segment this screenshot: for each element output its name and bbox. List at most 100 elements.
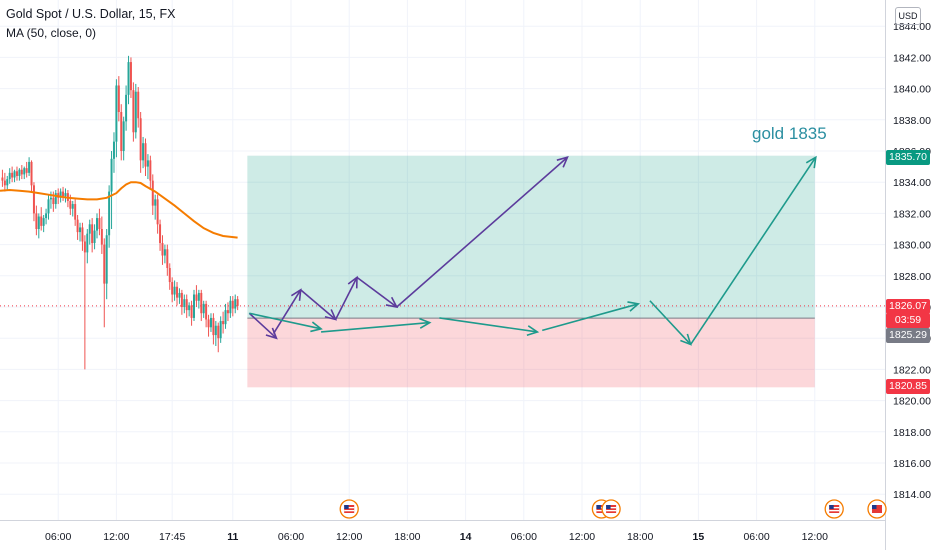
candle-body bbox=[103, 244, 106, 284]
time-tick-label: 17:45 bbox=[159, 531, 185, 543]
candle-body bbox=[115, 85, 118, 142]
flag-stripes bbox=[596, 505, 607, 513]
purple-arrow bbox=[396, 156, 568, 308]
flag-white-stripe bbox=[829, 510, 840, 512]
price-tick-label: 1814.00 bbox=[893, 489, 931, 501]
price-tick-label: 1838.00 bbox=[893, 115, 931, 127]
flag-white-stripe bbox=[344, 510, 355, 512]
candle-body bbox=[234, 299, 237, 309]
flag-stripes bbox=[829, 505, 840, 513]
candle-body bbox=[42, 218, 45, 226]
candle-body bbox=[144, 143, 147, 167]
flag-canton bbox=[596, 505, 601, 509]
stop-price-tag: 1820.85 bbox=[886, 379, 930, 394]
candle-body bbox=[183, 299, 186, 307]
price-axis-bg bbox=[885, 0, 932, 550]
position-zones bbox=[247, 155, 815, 388]
flag-stripes bbox=[872, 505, 882, 513]
candle-body bbox=[193, 294, 195, 318]
candle-body bbox=[139, 118, 142, 161]
candle-body bbox=[54, 193, 57, 205]
teal-arrow bbox=[542, 303, 639, 332]
candle-body bbox=[91, 224, 94, 244]
purple-arrow bbox=[334, 276, 358, 320]
price-tick-label: 1830.00 bbox=[893, 240, 931, 252]
candle-body bbox=[81, 227, 84, 242]
candle-body bbox=[35, 213, 38, 229]
price-tick-label: 1818.00 bbox=[893, 427, 931, 439]
candle-body bbox=[171, 282, 174, 295]
time-tick-label: 15 bbox=[693, 531, 705, 543]
currency-button[interactable]: USD bbox=[895, 7, 921, 25]
symbol-title: Gold Spot / U.S. Dollar, 15, FX bbox=[6, 7, 176, 21]
candle-body bbox=[219, 321, 222, 339]
flag-stripes bbox=[606, 505, 617, 513]
time-tick-label: 06:00 bbox=[278, 531, 304, 543]
teal-arrow-head bbox=[526, 325, 540, 337]
candle-body bbox=[129, 62, 132, 91]
candle-body bbox=[207, 319, 210, 328]
candle-body bbox=[28, 161, 31, 173]
flag-canton bbox=[606, 505, 611, 509]
candle-body bbox=[3, 180, 6, 186]
indicator-legend[interactable]: MA (50, close, 0) bbox=[6, 26, 97, 40]
grid bbox=[0, 0, 885, 520]
candle-body bbox=[74, 204, 77, 220]
teal-arrow bbox=[249, 312, 322, 330]
time-tick-label: 12:00 bbox=[336, 531, 362, 543]
purple-arrow bbox=[248, 312, 277, 339]
candle-body bbox=[93, 230, 96, 244]
candle-body bbox=[32, 185, 35, 214]
candle-body bbox=[117, 85, 120, 112]
purple-arrow bbox=[272, 289, 302, 334]
price-tick-label: 1822.00 bbox=[893, 364, 931, 376]
us-flag-icon bbox=[867, 499, 887, 519]
candles bbox=[1, 55, 239, 370]
candle-body bbox=[15, 171, 18, 176]
candle-body bbox=[8, 172, 11, 180]
current-price-tag: 1826.07 bbox=[886, 299, 930, 314]
entry-price-tag: 1825.29 bbox=[886, 328, 930, 343]
price-tick-label: 1816.00 bbox=[893, 458, 931, 470]
candle-body bbox=[40, 216, 43, 226]
purple-arrow-head bbox=[556, 156, 569, 168]
teal-arrow bbox=[439, 317, 538, 333]
candle-body bbox=[105, 235, 108, 284]
teal-arrow-head bbox=[805, 155, 817, 169]
candle-body bbox=[122, 121, 125, 151]
purple-arrow bbox=[300, 289, 337, 321]
drawn-arrows bbox=[248, 155, 817, 346]
candle-body bbox=[64, 193, 67, 197]
candle-body bbox=[79, 227, 82, 233]
candle-body bbox=[202, 303, 205, 314]
candle-body bbox=[229, 300, 232, 314]
candle-body bbox=[185, 299, 188, 311]
candle-body bbox=[49, 197, 52, 200]
candle-body bbox=[226, 310, 229, 314]
candle-body bbox=[159, 224, 162, 244]
candle-body bbox=[108, 191, 111, 236]
candle-body bbox=[180, 292, 183, 307]
price-tick-label: 1840.00 bbox=[893, 84, 931, 96]
candle-body bbox=[20, 169, 23, 175]
candle-body bbox=[71, 204, 74, 209]
candle-body bbox=[209, 317, 212, 328]
candle-body bbox=[25, 168, 28, 173]
time-tick-label: 06:00 bbox=[743, 531, 769, 543]
profit-zone bbox=[247, 155, 815, 319]
target-price-tag: 1835.70 bbox=[886, 150, 930, 165]
candle-body bbox=[224, 310, 227, 325]
candle-body bbox=[200, 292, 203, 314]
time-tick-label: 12:00 bbox=[103, 531, 129, 543]
candle-body bbox=[96, 218, 98, 231]
event-markers bbox=[339, 499, 887, 519]
candle-body bbox=[83, 241, 86, 253]
candle-body bbox=[137, 91, 140, 119]
candle-body bbox=[163, 249, 166, 256]
time-tick-label: 14 bbox=[460, 531, 472, 543]
candle-body bbox=[176, 286, 179, 298]
candle-body bbox=[151, 180, 154, 206]
